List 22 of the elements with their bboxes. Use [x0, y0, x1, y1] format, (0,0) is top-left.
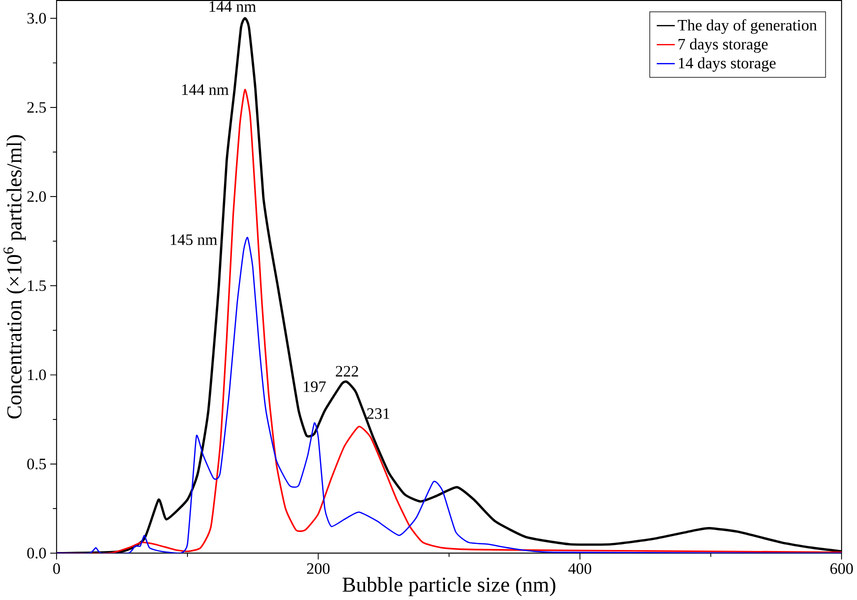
annotation: 145 nm	[170, 234, 218, 246]
legend-label: 14 days storage	[678, 57, 776, 72]
x-tick-label: 600	[830, 563, 853, 574]
y-tick-label: 1.0	[28, 370, 46, 380]
annotation: 144 nm	[210, 1, 256, 12]
y-tick-label: 2.5	[27, 102, 46, 113]
y-tick-label: 0.0	[27, 548, 46, 559]
x-axis-title: Bubble particle size (nm)	[342, 577, 556, 596]
annotation: 231	[367, 408, 390, 420]
legend-label: 7 days storage	[678, 38, 768, 53]
y-tick-label: 1.5	[28, 280, 46, 292]
y-tick-label: 0.5	[27, 458, 46, 470]
y-tick-label: 3.0	[27, 13, 46, 24]
annotation: 144 nm	[182, 84, 229, 96]
x-tick-label: 400	[568, 563, 592, 574]
legend-label: The day of generation	[678, 19, 817, 34]
x-tick-label: 0	[53, 563, 60, 574]
y-tick-label: 2.0	[27, 191, 46, 202]
y-axis-title: Concentration (×10$^{6}$ particles/ml)	[4, 135, 26, 419]
annotation: 197	[304, 382, 326, 392]
x-tick-label: 200	[307, 563, 330, 574]
annotation: 222	[336, 366, 358, 377]
